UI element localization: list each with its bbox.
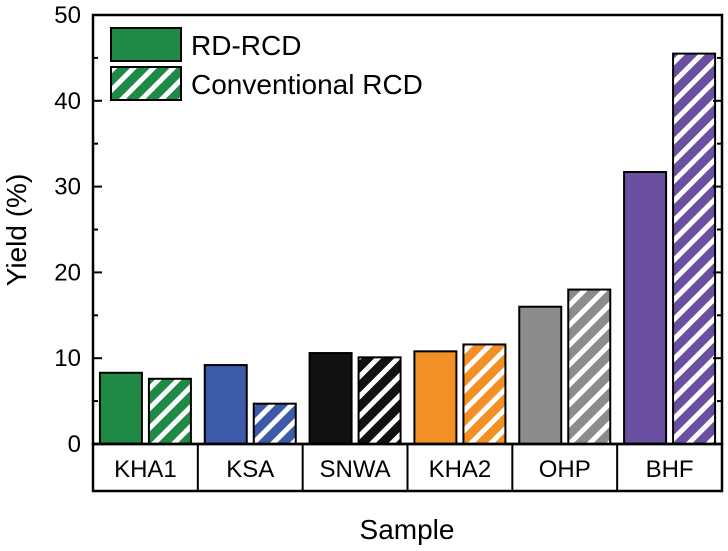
y-tick-label: 0 bbox=[68, 431, 81, 458]
bar-kha2-rd-rcd bbox=[413, 350, 458, 445]
x-axis-title: Sample bbox=[360, 514, 455, 545]
y-tick-label: 20 bbox=[54, 259, 81, 286]
bar-ohp-rd-rcd bbox=[518, 305, 563, 445]
y-tick-label: 10 bbox=[54, 345, 81, 372]
bar-bhf-conventional-rcd bbox=[672, 52, 717, 446]
x-tick-label: KHA2 bbox=[429, 456, 492, 483]
axes-group: KHA1 KSA SNWA KHA2 OHP BHF 0 10 20 30 40 50 bbox=[54, 2, 724, 493]
legend-swatch-rd-rcd bbox=[110, 27, 182, 62]
legend-label: Conventional RCD bbox=[191, 69, 423, 100]
bar-kha1-conventional-rcd bbox=[147, 377, 192, 445]
bar-kha1-rd-rcd bbox=[98, 371, 143, 446]
legend: RD-RCD Conventional RCD bbox=[110, 27, 423, 101]
x-tick-label: BHF bbox=[646, 456, 694, 483]
x-tick-label: KHA1 bbox=[114, 456, 177, 483]
bar-snwa-rd-rcd bbox=[308, 352, 353, 445]
x-tick-label: OHP bbox=[539, 456, 591, 483]
bar-ohp-conventional-rcd bbox=[567, 288, 612, 445]
bars-group bbox=[98, 52, 717, 446]
y-tick-label: 50 bbox=[54, 2, 81, 29]
bar-kha2-conventional-rcd bbox=[462, 343, 507, 445]
legend-label: RD-RCD bbox=[191, 30, 301, 61]
x-tick-label: SNWA bbox=[320, 456, 391, 483]
y-tick-label: 30 bbox=[54, 174, 81, 201]
y-tick-label: 40 bbox=[54, 88, 81, 115]
bar-ksa-rd-rcd bbox=[203, 364, 248, 445]
bar-bhf-rd-rcd bbox=[623, 171, 668, 445]
y-axis-title: Yield (%) bbox=[1, 174, 32, 287]
bar-snwa-conventional-rcd bbox=[357, 356, 402, 446]
x-tick-label: KSA bbox=[226, 456, 274, 483]
legend-swatch-conventional-rcd bbox=[110, 66, 182, 101]
bar-ksa-conventional-rcd bbox=[252, 402, 297, 446]
